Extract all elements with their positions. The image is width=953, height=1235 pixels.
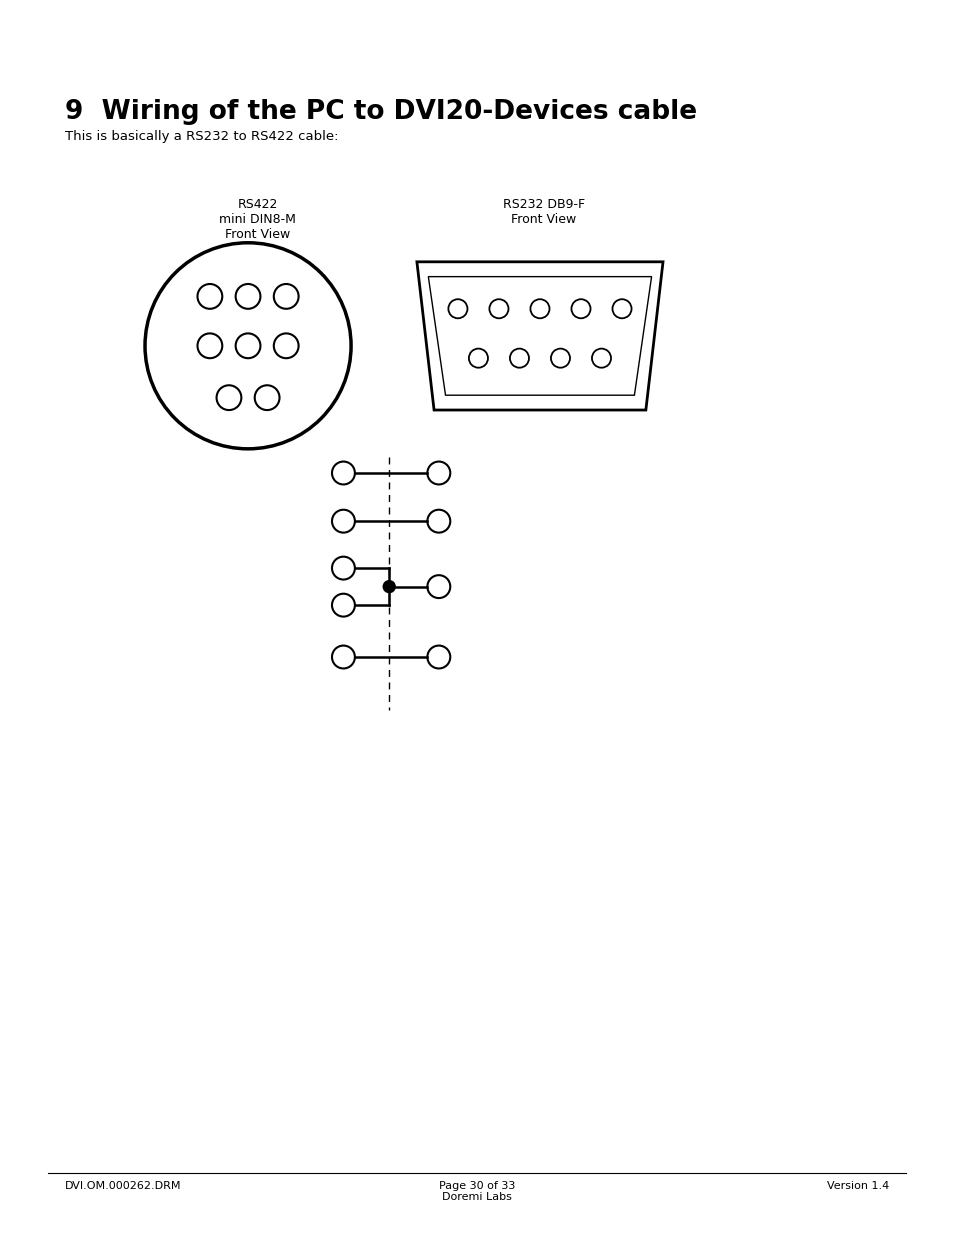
Text: RS232 DB9-F
Front View: RS232 DB9-F Front View [502,198,584,226]
Ellipse shape [382,580,395,593]
Text: 9  Wiring of the PC to DVI20-Devices cable: 9 Wiring of the PC to DVI20-Devices cabl… [65,99,697,125]
Text: RS422
mini DIN8-M
Front View: RS422 mini DIN8-M Front View [219,198,295,241]
Text: DVI.OM.000262.DRM: DVI.OM.000262.DRM [65,1181,181,1191]
Text: This is basically a RS232 to RS422 cable:: This is basically a RS232 to RS422 cable… [65,130,338,143]
Text: Version 1.4: Version 1.4 [826,1181,888,1191]
Text: Page 30 of 33
Doremi Labs: Page 30 of 33 Doremi Labs [438,1181,515,1202]
